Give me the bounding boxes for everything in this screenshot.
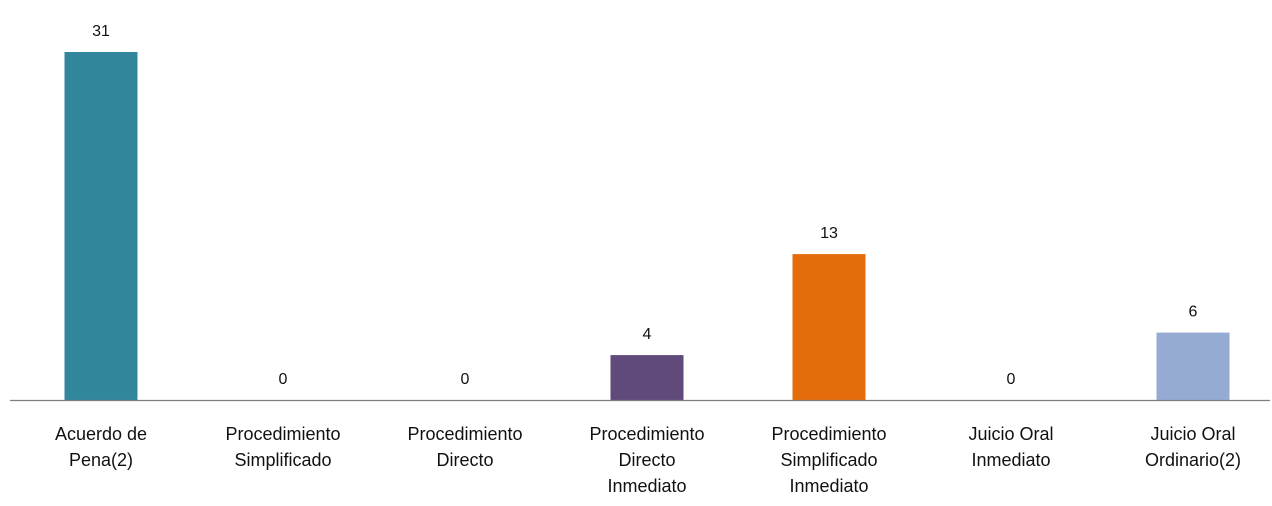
data-label-5: 13 [820, 225, 838, 242]
data-label-2: 0 [279, 371, 288, 388]
bar-5 [792, 254, 866, 400]
category-label-line: Inmediato [789, 476, 868, 496]
category-label-6: Juicio Oral Inmediato [968, 424, 1053, 470]
category-label-line: Simplificado [234, 450, 331, 470]
bar-1 [64, 52, 138, 400]
category-label-line: Pena(2) [69, 450, 133, 470]
data-label-6: 0 [1007, 371, 1016, 388]
category-label-line: Acuerdo de [55, 424, 147, 444]
category-label-1: Acuerdo de Pena(2) [55, 424, 147, 470]
category-label-line: Inmediato [607, 476, 686, 496]
category-label-line: Procedimiento [771, 424, 886, 444]
category-label-line: Directo [436, 450, 493, 470]
data-label-3: 0 [461, 371, 470, 388]
bar-4 [610, 355, 684, 400]
category-label-5: Procedimiento Simplificado Inmediato [771, 424, 886, 496]
category-label-line: Simplificado [780, 450, 877, 470]
category-label-line: Inmediato [971, 450, 1050, 470]
data-label-7: 6 [1189, 304, 1198, 321]
category-label-line: Directo [618, 450, 675, 470]
category-label-7: Juicio Oral Ordinario(2) [1145, 424, 1241, 470]
category-label-line: Procedimiento [407, 424, 522, 444]
data-label-1: 31 [92, 23, 110, 40]
category-label-line: Juicio Oral [1150, 424, 1235, 444]
category-label-4: Procedimiento Directo Inmediato [589, 424, 704, 496]
category-label-2: Procedimiento Simplificado [225, 424, 340, 470]
category-label-line: Juicio Oral [968, 424, 1053, 444]
category-label-line: Procedimiento [225, 424, 340, 444]
data-label-4: 4 [643, 326, 652, 343]
category-label-3: Procedimiento Directo [407, 424, 522, 470]
bar-7 [1156, 332, 1230, 400]
category-label-line: Procedimiento [589, 424, 704, 444]
category-label-line: Ordinario(2) [1145, 450, 1241, 470]
